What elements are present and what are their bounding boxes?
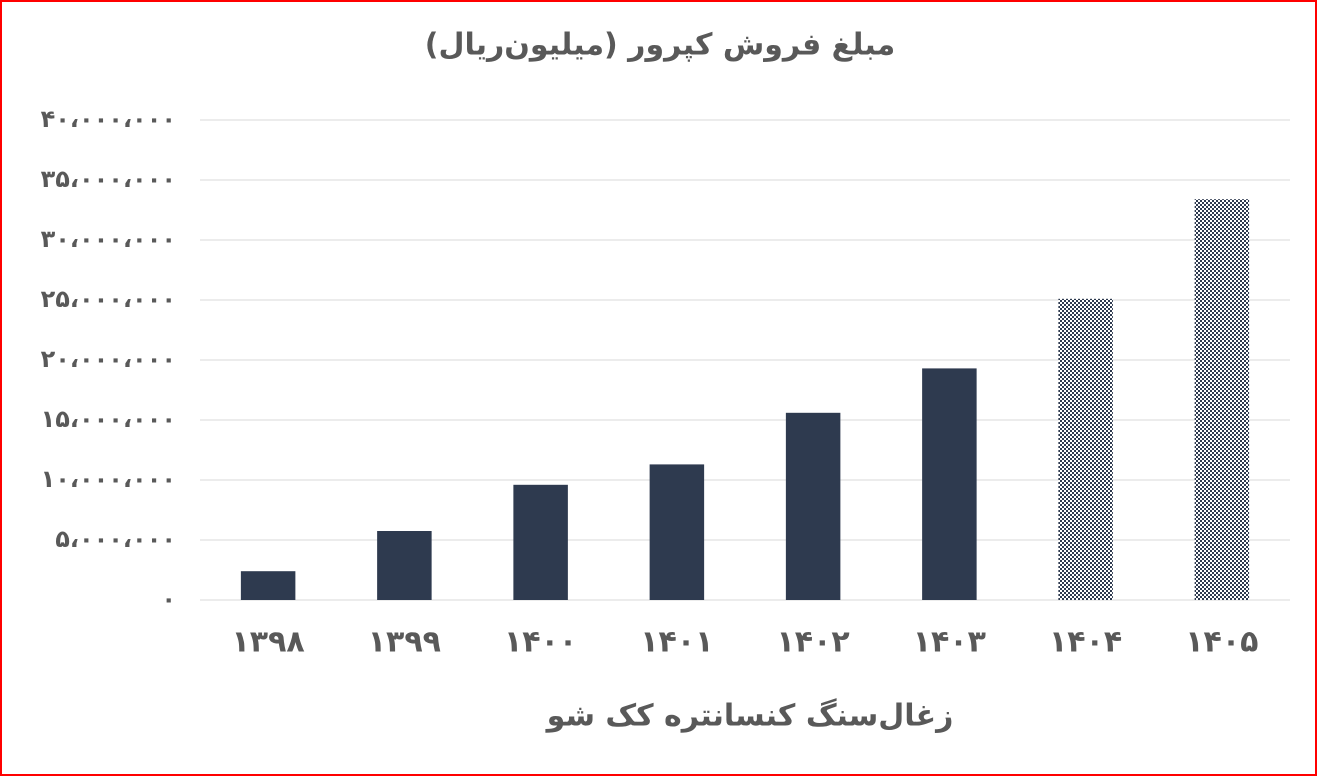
x-tick-label: ۱۴۰۵ (1185, 625, 1258, 660)
bar (922, 368, 977, 600)
bar (785, 412, 841, 600)
y-tick-label: ۲۵،۰۰۰،۰۰۰ (41, 285, 176, 313)
chart-title: مبلغ فروش کپرور (میلیون‌ریال) (425, 28, 896, 63)
bar (377, 531, 432, 600)
bar (1058, 298, 1113, 600)
y-tick-label: ۵،۰۰۰،۰۰۰ (55, 525, 176, 553)
y-tick-label: ۱۰،۰۰۰،۰۰۰ (41, 465, 176, 493)
bar (513, 484, 568, 600)
bar (240, 571, 296, 600)
y-tick-label: ۱۵،۰۰۰،۰۰۰ (41, 405, 176, 433)
x-tick-label: ۱۴۰۳ (913, 625, 986, 660)
y-tick-label: ۳۰،۰۰۰،۰۰۰ (41, 225, 176, 253)
y-tick-label: ۲۰،۰۰۰،۰۰۰ (41, 345, 176, 373)
x-tick-label: ۱۴۰۱ (640, 625, 713, 660)
x-tick-label: ۱۳۹۸ (232, 625, 305, 660)
y-tick-label: ۴۰،۰۰۰،۰۰۰ (41, 105, 176, 133)
x-tick-label: ۱۴۰۰ (504, 625, 577, 660)
bar (649, 464, 705, 600)
bar (1194, 199, 1250, 600)
x-tick-label: ۱۳۹۹ (368, 625, 441, 660)
x-tick-label: ۱۴۰۲ (777, 625, 850, 660)
y-tick-label: ۰ (161, 585, 176, 613)
x-tick-label: ۱۴۰۴ (1049, 625, 1122, 660)
y-tick-label: ۳۵،۰۰۰،۰۰۰ (41, 165, 176, 193)
x-axis-label: زغال‌سنگ کنسانتره کک شو (545, 698, 954, 734)
